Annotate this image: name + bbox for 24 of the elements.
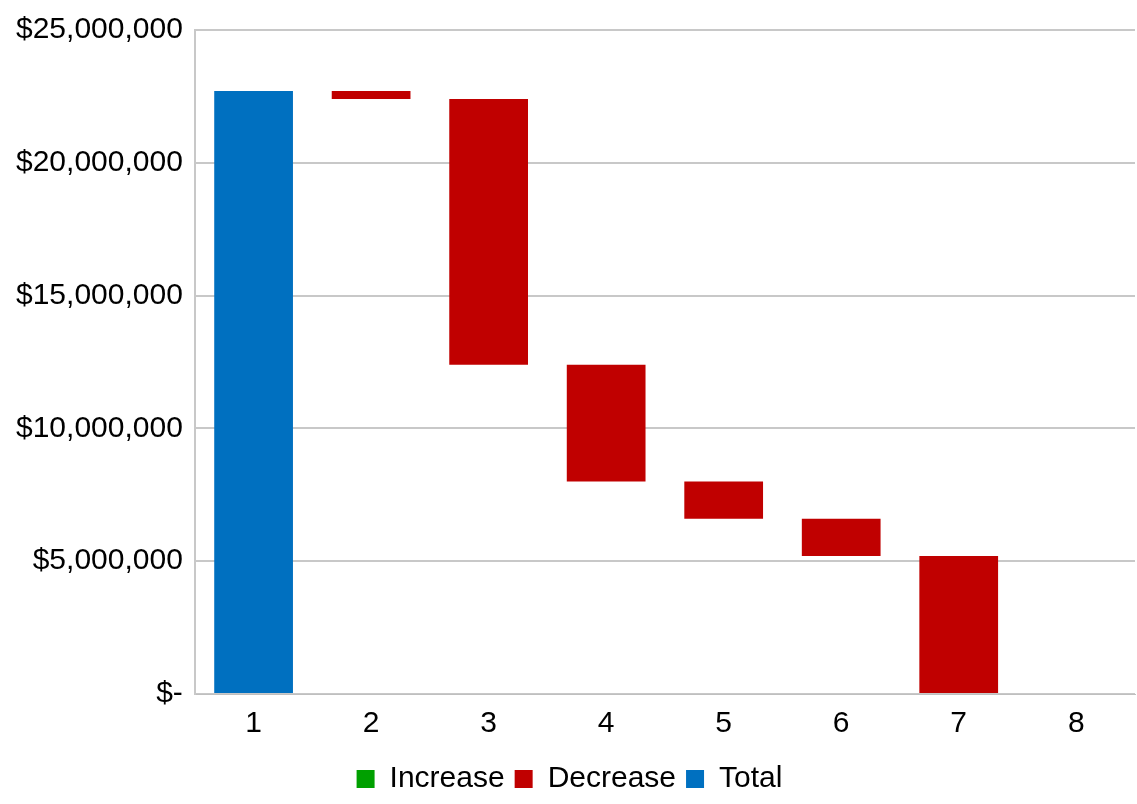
y-tick-label: $20,000,000 [15,144,183,178]
y-tick-label: $15,000,000 [15,276,183,310]
y-tick-label: $- [156,675,183,709]
x-tick-label: 2 [362,705,380,739]
y-tick-label: $5,000,000 [32,542,183,576]
bar [801,518,881,556]
x-tick-label: 7 [950,705,968,739]
x-tick-label: 3 [480,705,497,739]
legend-label: Increase [389,760,505,794]
bar [566,364,646,482]
bar [684,481,764,519]
y-tick-label: $25,000,000 [15,11,183,45]
x-tick-label: 8 [1067,705,1085,739]
legend-label: Total [719,760,783,794]
bar [449,99,528,365]
x-tick-label: 1 [245,705,262,739]
bar [919,555,999,693]
y-tick-label: $10,000,000 [15,409,183,443]
x-tick-label: 4 [597,705,615,739]
x-tick-label: 5 [715,705,733,739]
bar [331,91,411,100]
x-tick-label: 6 [832,705,850,739]
legend-label: Decrease [547,760,677,794]
bar [214,91,293,693]
